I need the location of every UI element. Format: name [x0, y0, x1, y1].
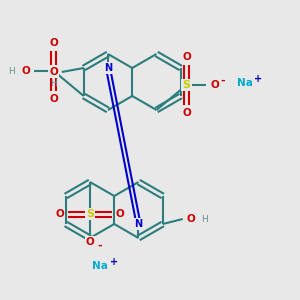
Text: O: O [56, 209, 64, 219]
Text: H: H [50, 79, 57, 88]
Text: N: N [134, 219, 142, 229]
Text: O: O [182, 108, 191, 118]
Text: H: H [201, 214, 208, 224]
Text: O: O [182, 52, 191, 62]
Text: -: - [220, 76, 225, 86]
Text: O: O [116, 209, 124, 219]
Text: O: O [85, 237, 94, 247]
Text: +: + [110, 257, 118, 267]
Text: N: N [104, 63, 112, 73]
Text: O: O [21, 66, 30, 76]
Text: S: S [182, 80, 190, 90]
Text: O: O [186, 214, 195, 224]
Text: Na: Na [92, 261, 108, 271]
Text: O: O [210, 80, 219, 90]
Text: H: H [8, 67, 15, 76]
Text: Na: Na [237, 78, 252, 88]
Text: O: O [50, 94, 58, 104]
Text: -: - [98, 241, 102, 251]
Text: S: S [50, 66, 58, 76]
Text: +: + [254, 74, 262, 84]
Text: S: S [86, 209, 94, 219]
Text: O: O [50, 67, 58, 77]
Text: O: O [50, 38, 58, 48]
